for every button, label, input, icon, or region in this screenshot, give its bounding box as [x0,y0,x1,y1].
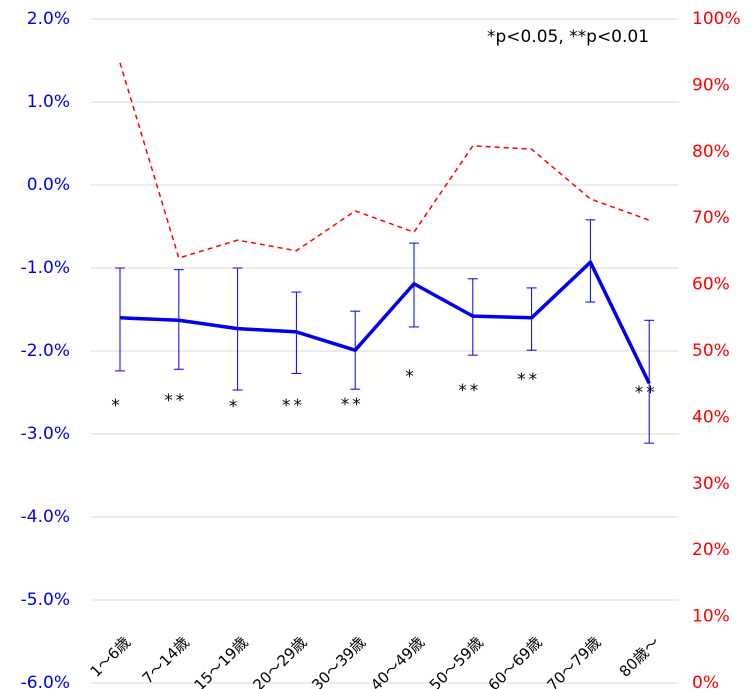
y2-tick-label: 0% [692,673,719,689]
y2-tick-label: 100% [692,9,741,29]
x-tick-label: 20～29歳 [249,633,310,689]
x-tick-label: 80歳～ [616,633,663,680]
significance-label: ** [458,381,481,401]
y-tick-label: -6.0% [21,673,70,689]
x-tick-label: 1～6歳 [87,633,134,680]
significance-label: ** [341,395,364,415]
y2-tick-label: 50% [692,341,730,361]
y2-tick-label: 40% [692,407,730,427]
y2-tick-label: 30% [692,474,730,494]
y2-tick-label: 70% [692,208,730,228]
dashed-line [119,62,650,259]
x-tick-label: 70～79歳 [543,633,604,689]
x-tick-label: 30～39歳 [308,633,369,689]
y2-tick-label: 80% [692,142,730,162]
data-line [119,260,651,385]
y-tick-label: 1.0% [27,92,70,112]
y-tick-label: 2.0% [27,9,70,29]
y-tick-label: -2.0% [21,341,70,361]
x-tick-label: 40～49歳 [367,633,428,689]
x-tick-label: 60～69歳 [485,633,546,689]
y2-tick-label: 20% [692,540,730,560]
x-tick-label: 15～19歳 [191,633,252,689]
significance-label: * [405,367,417,387]
y2-tick-label: 90% [692,75,730,95]
y2-tick-label: 10% [692,607,730,627]
significance-label: ** [282,396,305,416]
significance-label: * [111,396,123,416]
y-tick-label: -5.0% [21,590,70,610]
y-tick-label: -1.0% [21,258,70,278]
y-tick-label: 0.0% [27,175,70,195]
y-tick-label: -4.0% [21,507,70,527]
y2-tick-label: 60% [692,275,730,295]
x-tick-label: 7～14歳 [139,633,193,687]
y-tick-label: -3.0% [21,424,70,444]
significance-label: ** [164,391,187,411]
significance-label: * [229,397,241,417]
annotation: *p<0.05, **p<0.01 [487,27,649,47]
significance-label: ** [635,383,658,403]
significance-label: ** [517,370,540,390]
x-tick-label: 50～59歳 [426,633,487,689]
